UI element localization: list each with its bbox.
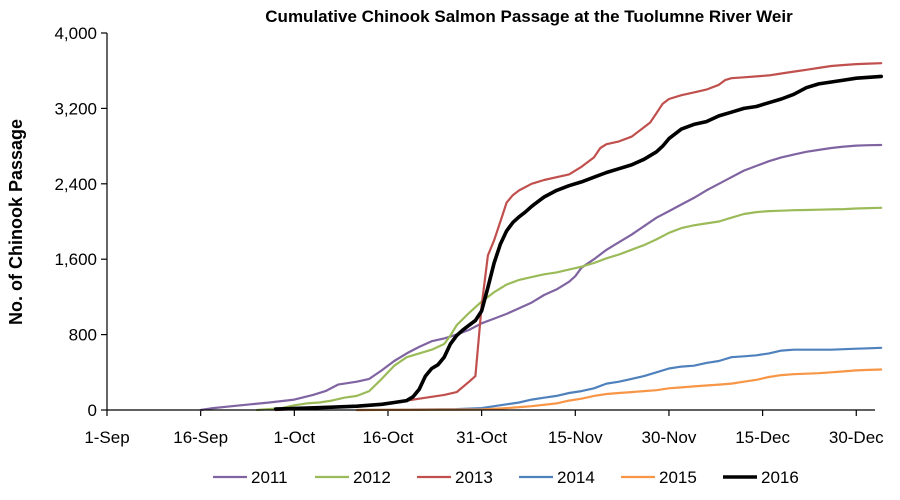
series-line-2015 [355,368,883,412]
x-axis-ticks: 1-Sep 16-Sep 1-Oct 16-Oct 31-Oct 15-Nov 30-Nov… [84,410,884,447]
x-tick-label: 30-Nov [642,428,697,447]
legend-label-2012: 2012 [353,468,391,487]
y-tick-label: 3,200 [54,99,97,118]
legend-label-2015: 2015 [659,468,697,487]
series-line-2014 [355,346,883,412]
series-line-2016 [273,74,883,411]
x-tick-label: 15-Nov [548,428,603,447]
series-line-2012 [255,206,883,412]
x-tick-label: 15-Dec [735,428,790,447]
legend-label-2011: 2011 [251,468,288,487]
y-tick-label: 1,600 [54,250,97,269]
chart-title: Cumulative Chinook Salmon Passage at the… [265,7,793,26]
legend-label-2016: 2016 [761,468,799,487]
y-axis-ticks: 0 800 1,600 2,400 3,200 4,000 [54,24,107,420]
x-tick-label: 30-Dec [829,428,884,447]
legend-label-2013: 2013 [455,468,493,487]
series-lines [199,62,883,412]
x-tick-label: 16-Oct [362,428,413,447]
x-tick-label: 1-Sep [84,428,129,447]
x-tick-label: 1-Oct [274,428,316,447]
y-tick-label: 2,400 [54,175,97,194]
x-tick-label: 16-Sep [173,428,228,447]
y-tick-label: 0 [88,401,97,420]
y-tick-label: 800 [69,326,97,345]
series-line-2013 [274,62,883,412]
legend-label-2014: 2014 [557,468,595,487]
series-line-2011 [199,143,883,412]
legend: 2011 2012 2013 2014 2015 2016 [213,468,799,487]
x-tick-label: 31-Oct [456,428,507,447]
y-tick-label: 4,000 [54,24,97,43]
y-axis-label: No. of Chinook Passage [6,119,26,325]
